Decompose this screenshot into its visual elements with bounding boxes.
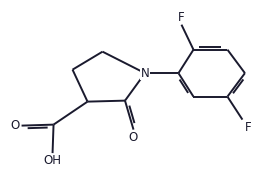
Text: F: F — [244, 121, 251, 134]
Text: OH: OH — [43, 154, 61, 167]
Text: N: N — [141, 67, 149, 80]
Text: O: O — [10, 119, 20, 132]
Text: F: F — [178, 11, 185, 24]
Text: O: O — [129, 131, 138, 144]
